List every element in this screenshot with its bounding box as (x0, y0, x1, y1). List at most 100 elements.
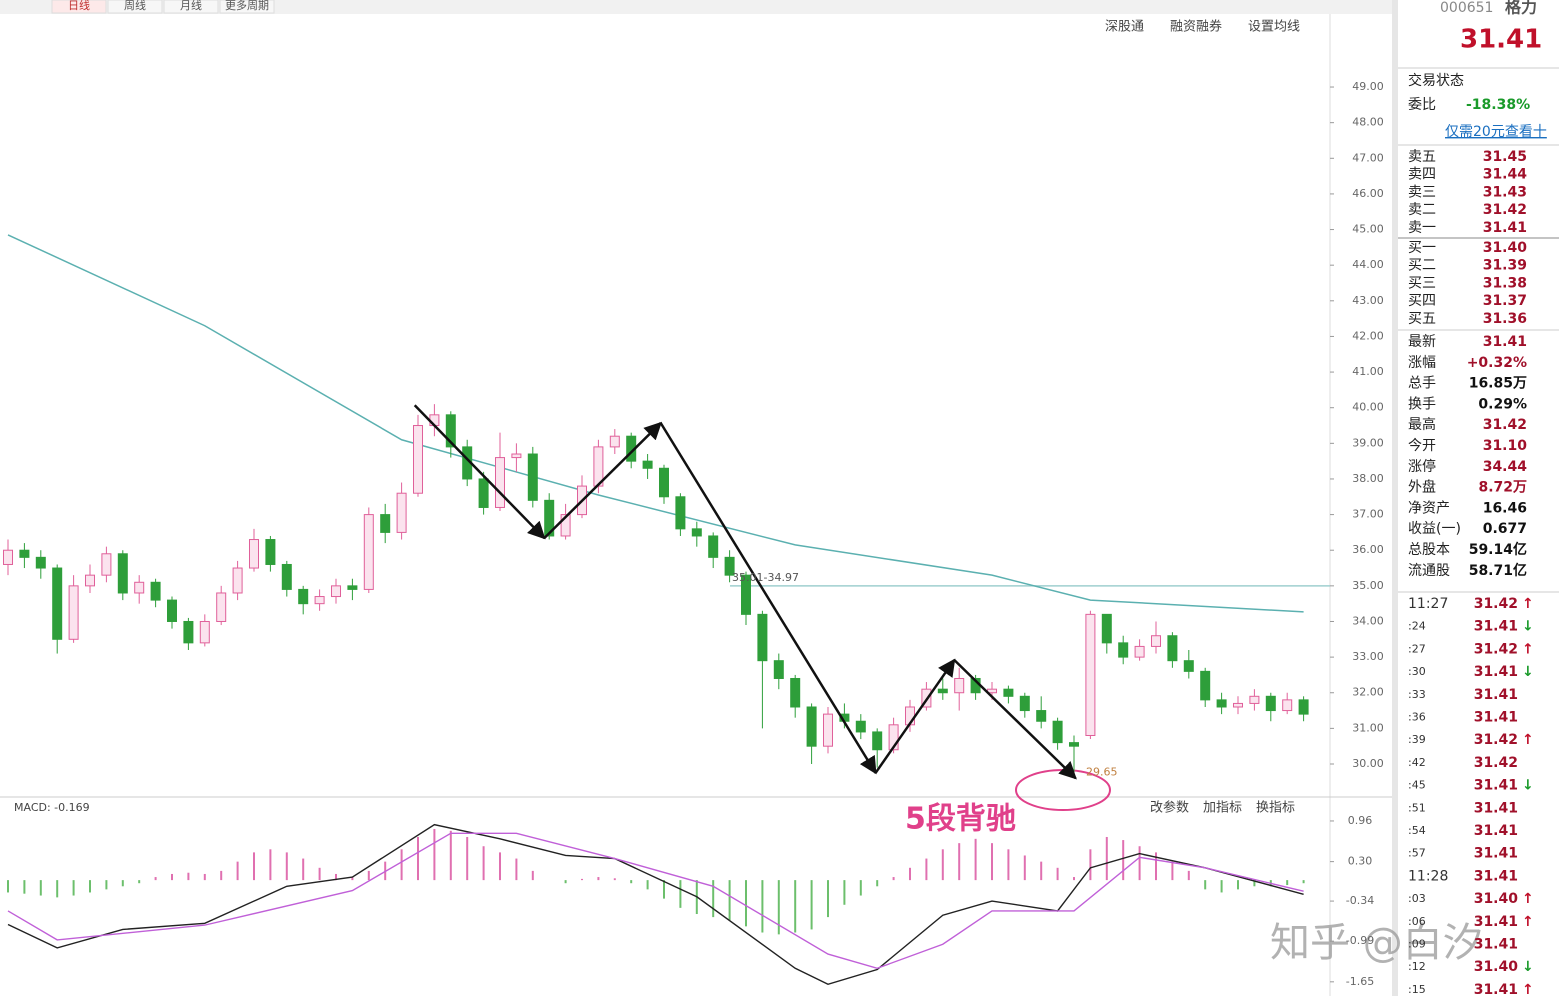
candle-body (1151, 635, 1161, 647)
tick-time: 11:27 (1408, 596, 1448, 612)
stat-value: +0.32% (1467, 355, 1527, 371)
tick-price: 31.41 (1474, 937, 1518, 953)
stock-code: 000651 (1440, 0, 1493, 16)
tick-price: 31.41 (1474, 914, 1518, 930)
y-tick-label: 46.00 (1352, 187, 1384, 200)
divergence-note: 5段背驰 (905, 802, 1016, 837)
candle-body (265, 539, 276, 565)
tab-label[interactable]: 日线 (68, 0, 90, 12)
tick-price: 31.41 (1474, 846, 1518, 862)
stat-value: 58.71亿 (1469, 562, 1527, 579)
candle-body (117, 553, 128, 594)
candle-body (1265, 695, 1276, 712)
indicator-button[interactable]: 加指标 (1203, 801, 1242, 816)
candle-body (1134, 645, 1145, 658)
trend-segment (543, 421, 662, 539)
tick-price: 31.42 (1474, 732, 1518, 748)
y-tick-label: 35.00 (1352, 579, 1384, 592)
tab-label[interactable]: 更多周期 (225, 0, 269, 12)
candle-body (1118, 642, 1129, 658)
candle-body (937, 688, 948, 694)
tick-price: 31.40 (1474, 959, 1519, 975)
tab-label[interactable]: 月线 (180, 0, 202, 12)
candle-body (1282, 699, 1293, 712)
tick-direction: ↓ (1522, 959, 1534, 975)
book-label: 卖二 (1408, 202, 1436, 218)
stat-value: 34.44 (1483, 459, 1528, 475)
candle-body (199, 620, 210, 644)
book-price: 31.44 (1483, 167, 1528, 183)
candle-body (232, 567, 243, 594)
candle-body (888, 724, 899, 751)
candle-body (872, 731, 883, 751)
tab-label[interactable]: 周线 (124, 0, 146, 12)
macd-line (7, 832, 1304, 969)
stat-value: 8.72万 (1478, 480, 1527, 496)
trade-status: 交易状态 (1408, 72, 1464, 89)
tick-time: :27 (1408, 642, 1426, 655)
promo-link[interactable]: 仅需20元查看十 (1445, 124, 1547, 140)
candle-body (249, 539, 259, 569)
candle-body (544, 499, 555, 537)
y-tick-label: 34.00 (1352, 614, 1384, 627)
stat-value: 31.10 (1483, 438, 1528, 454)
tick-time: :39 (1408, 733, 1426, 746)
indicator-button[interactable]: 换指标 (1256, 801, 1295, 816)
stock-name: 格力 (1505, 0, 1537, 17)
tick-price: 31.41 (1474, 800, 1518, 816)
candle-body (1019, 695, 1030, 712)
candle-body (511, 453, 522, 459)
tick-price: 31.42 (1474, 641, 1518, 657)
candle-body (1052, 720, 1063, 744)
stat-value: 0.29% (1478, 396, 1527, 412)
stat-label: 外盘 (1408, 479, 1436, 496)
tick-time: :33 (1408, 688, 1426, 701)
candle-body (724, 556, 735, 576)
candle-body (1233, 702, 1243, 708)
tick-price: 31.41 (1474, 710, 1518, 726)
tick-price: 31.40 (1474, 891, 1519, 907)
tool-button[interactable]: 融资融券 (1170, 19, 1222, 35)
y-tick-label: 39.00 (1352, 436, 1384, 449)
candle-body (445, 414, 456, 448)
candle-body (134, 581, 145, 594)
candle-body (3, 549, 13, 565)
candle-body (380, 514, 391, 533)
candle-body (675, 496, 686, 530)
macd-title: MACD: -0.169 (14, 801, 90, 814)
book-label: 买一 (1408, 240, 1436, 256)
y-tick-label: 32.00 (1352, 686, 1384, 699)
candle-body (495, 457, 505, 508)
candle-body (281, 563, 292, 590)
candle-body (101, 553, 112, 576)
candle-body (314, 596, 325, 605)
stat-label: 收益(一) (1408, 521, 1461, 537)
trend-segment (413, 404, 546, 540)
y-tick-label: 36.00 (1352, 543, 1384, 556)
tick-time: :42 (1408, 756, 1426, 769)
tool-button[interactable]: 设置均线 (1248, 20, 1300, 35)
y-tick-label: -0.99 (1346, 934, 1374, 947)
stat-value: 31.41 (1483, 334, 1527, 350)
candle-body (773, 660, 784, 679)
tab[interactable] (163, 0, 219, 14)
candle-body (150, 581, 161, 601)
candle-body (52, 567, 63, 640)
book-label: 买三 (1408, 275, 1436, 291)
tab[interactable] (219, 0, 275, 14)
tick-direction: ↑ (1522, 891, 1534, 907)
candle-body (363, 514, 374, 590)
tick-time: :45 (1408, 779, 1426, 792)
tab[interactable] (107, 0, 163, 14)
tab[interactable] (51, 0, 107, 14)
indicator-button[interactable]: 改参数 (1150, 800, 1189, 816)
tick-time: :09 (1408, 938, 1426, 951)
stat-label: 最高 (1408, 416, 1436, 433)
candle-body (790, 677, 801, 708)
candle-body (413, 425, 423, 494)
tick-direction: ↑ (1522, 914, 1534, 930)
toolbar (0, 0, 1395, 14)
tool-button[interactable]: 深股通 (1105, 20, 1144, 35)
